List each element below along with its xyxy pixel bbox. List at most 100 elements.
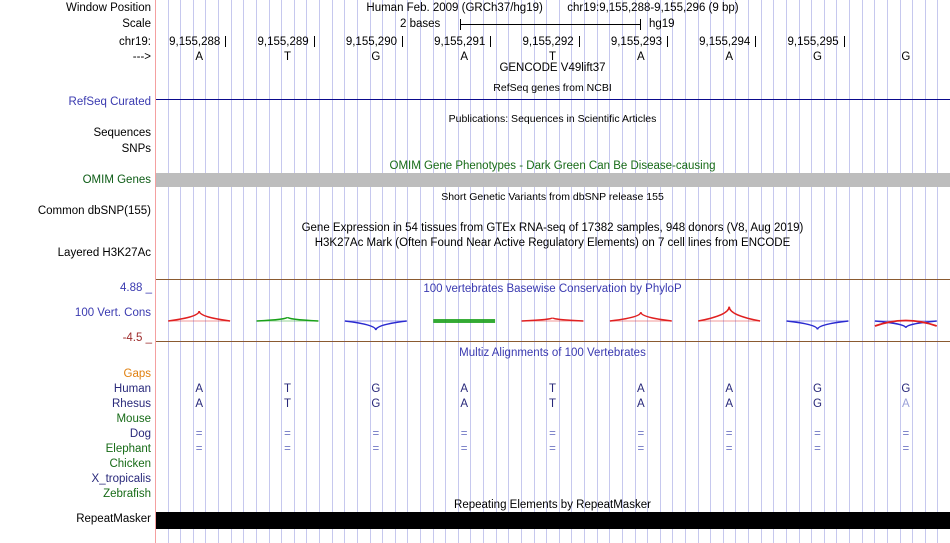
conservation-plot[interactable]: [155, 0, 950, 543]
ruler-coordinate-label: 9,155,292: [522, 36, 574, 48]
track-text-conservation: 100 vertebrates Basewise Conservation by…: [423, 283, 682, 295]
scale-bar-row: 2 bases hg19: [155, 18, 950, 32]
species-label-elephant[interactable]: Elephant: [105, 443, 151, 455]
gridline: [332, 0, 333, 543]
gridline: [609, 0, 610, 543]
gridline: [799, 0, 800, 543]
multiz-base: =: [460, 443, 468, 455]
label-refseq-curated[interactable]: RefSeq Curated: [68, 96, 151, 108]
species-label-rhesus[interactable]: Rhesus: [112, 398, 151, 410]
gridline: [698, 0, 699, 543]
multiz-base: A: [636, 383, 645, 395]
label-omim-genes[interactable]: OMIM Genes: [82, 174, 151, 186]
gridline: [407, 0, 408, 543]
multiz-base: G: [371, 398, 381, 410]
gridline: [597, 0, 598, 543]
ruler-tick-mark: [666, 36, 668, 47]
gridline: [445, 0, 446, 543]
gridline: [900, 0, 901, 543]
label-sequences[interactable]: Sequences: [93, 127, 151, 139]
multiz-base: =: [195, 443, 203, 455]
gridline: [370, 0, 371, 543]
multiz-base: =: [460, 428, 468, 440]
gridline: [672, 0, 673, 543]
label-chrom: chr19:: [119, 36, 151, 48]
conservation-bar: [874, 320, 937, 329]
track-text-dbsnp: Short Genetic Variants from dbSNP releas…: [441, 191, 664, 203]
gridline: [319, 0, 320, 543]
multiz-base: A: [901, 398, 910, 410]
gridline: [496, 0, 497, 543]
scale-bar-label: 2 bases: [400, 18, 441, 30]
gridline: [735, 0, 736, 543]
conservation-top-rule: [155, 279, 950, 280]
track-text-refseq: RefSeq genes from NCBI: [493, 82, 612, 94]
ruler-tick-mark: [578, 36, 580, 47]
gridline: [243, 0, 244, 543]
label-100-vert-cons[interactable]: 100 Vert. Cons: [74, 307, 151, 319]
species-label-gaps[interactable]: Gaps: [123, 368, 152, 380]
label-common-dbsnp[interactable]: Common dbSNP(155): [37, 205, 151, 217]
gridline: [534, 0, 535, 543]
gridline-layer: [155, 0, 950, 543]
ruler-coordinate-label: 9,155,290: [345, 36, 397, 48]
species-label-dog[interactable]: Dog: [129, 428, 151, 440]
species-label-x_tropicalis[interactable]: X_tropicalis: [91, 473, 151, 485]
gridline: [193, 0, 194, 543]
scale-cap-right: [640, 19, 641, 30]
label-layered-h3k27ac[interactable]: Layered H3K27Ac: [57, 247, 151, 259]
position-text: chr19:9,155,288-9,155,296 (9 bp): [567, 2, 739, 14]
gridline: [912, 0, 913, 543]
ruler-tick-mark: [313, 36, 315, 47]
label-snps[interactable]: SNPs: [121, 143, 151, 155]
omim-genes-bar[interactable]: [155, 173, 950, 187]
scale-bar-line: [460, 24, 640, 25]
gridline: [180, 0, 181, 543]
gridline: [168, 0, 169, 543]
conservation-bar: [698, 306, 761, 322]
track-data-pane[interactable]: Human Feb. 2009 (GRCh37/hg19) chr19:9,15…: [155, 0, 950, 543]
repeatmasker-bar[interactable]: [155, 512, 950, 529]
multiz-base: G: [901, 383, 911, 395]
gridline: [685, 0, 686, 543]
multiz-base: =: [637, 443, 645, 455]
gridline: [836, 0, 837, 543]
multiz-base: =: [637, 428, 645, 440]
gridline: [483, 0, 484, 543]
species-label-zebrafish[interactable]: Zebrafish: [103, 488, 151, 500]
species-label-human[interactable]: Human: [113, 383, 151, 395]
ruler-tick-mark: [225, 36, 227, 47]
gridline: [824, 0, 825, 543]
gridline: [521, 0, 522, 543]
ruler-tick-mark: [490, 36, 492, 47]
conservation-bar: [344, 320, 407, 331]
ruler-tick-mark: [401, 36, 403, 47]
species-label-mouse[interactable]: Mouse: [116, 413, 151, 425]
label-pane-divider: [155, 0, 156, 543]
ruler-coordinate-label: 9,155,293: [610, 36, 662, 48]
multiz-base: =: [284, 443, 291, 455]
ruler-coordinate-label: 9,155,294: [699, 36, 751, 48]
assembly-title: Human Feb. 2009 (GRCh37/hg19): [366, 2, 543, 14]
label-repeatmasker[interactable]: RepeatMasker: [76, 513, 151, 525]
gridline: [723, 0, 724, 543]
gridline: [849, 0, 850, 543]
gridline: [811, 0, 812, 543]
multiz-base: =: [902, 443, 910, 455]
multiz-base: =: [725, 428, 733, 440]
multiz-base: =: [725, 443, 733, 455]
assembly-db-label: hg19: [649, 18, 675, 30]
gridline: [395, 0, 396, 543]
multiz-base: T: [283, 398, 292, 410]
conservation-axis-min: -4.5 _: [122, 332, 153, 344]
track-text-gtex: Gene Expression in 54 tissues from GTEx …: [301, 222, 804, 234]
gridline: [925, 0, 926, 543]
gridline: [937, 0, 938, 543]
gridline: [748, 0, 749, 543]
gridline: [256, 0, 257, 543]
species-label-chicken[interactable]: Chicken: [109, 458, 151, 470]
multiz-base: =: [902, 428, 910, 440]
track-label-gutter: Window Position Scale chr19: ---> RefSeq…: [0, 0, 155, 543]
gridline: [887, 0, 888, 543]
gridline: [306, 0, 307, 543]
